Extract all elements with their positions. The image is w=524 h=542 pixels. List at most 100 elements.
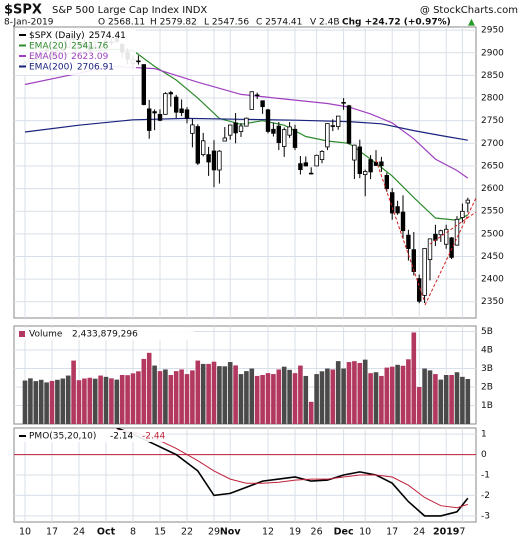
x-tick-label: 29 [208,527,220,538]
volume-bar [433,374,438,424]
volume-bar [163,369,168,424]
volume-bar [352,361,357,424]
volume-bar [443,375,449,424]
candle-body [233,122,238,134]
legend-name: EMA(50) [29,52,67,62]
volume-bar [114,379,120,424]
volume-bar [460,376,465,424]
y-tick-label: -2 [481,491,490,501]
candle-body [200,140,206,156]
candle-body [357,146,362,174]
volume-bar [271,374,276,424]
y-tick-label: 1 [481,430,487,440]
candle-body [314,154,319,167]
x-tick-label: 24 [413,527,425,538]
candle-body [422,248,427,296]
candle-body [254,94,260,97]
candle-body [146,108,152,131]
candle-body [168,92,173,95]
candle-body [287,126,292,136]
legend-value: 2706.91 [77,62,114,72]
volume-bar [357,362,363,424]
volume-bar [281,366,287,424]
y-tick-label: 2400 [481,275,504,285]
x-tick-label: 19 [289,527,301,538]
x-tick-label: Nov [220,527,241,538]
candle-body [238,125,244,132]
y-tick-label: 2800 [481,94,504,104]
candle-body [271,128,276,134]
header-stat: L 2547.56 [204,18,249,28]
candle-body [384,175,389,189]
volume-bar [109,378,114,424]
volume-bar [44,382,49,424]
x-tick-label: 17 [386,527,398,538]
candle-body [460,210,465,218]
candle-body [400,211,406,232]
y-tick-label: 2550 [481,207,504,217]
y-tick-label: -1 [481,471,490,481]
volume-bar [314,374,319,424]
legend-box [16,328,194,340]
trend-line [429,211,476,245]
header-stat: C 2574.41 [256,18,302,28]
volume-bar [373,372,379,424]
x-tick-label: 12 [262,527,274,538]
volume-bar [49,380,55,424]
volume-bar [130,373,136,424]
candle-body [303,162,308,167]
volume-bar [238,374,244,424]
volume-bar [341,368,346,424]
volume-bar [184,374,190,424]
candle-body [406,234,411,249]
volume-bar [335,361,341,424]
volume-bar [406,359,411,424]
line [24,117,468,141]
y-tick-label: 2850 [481,71,504,81]
source: @ StockCharts.com [420,5,518,16]
candle-body [330,125,335,127]
volume-bar [346,362,352,424]
legend-value: 2541.76 [71,41,108,51]
volume-bar [217,366,222,424]
y-tick-label: 2B [481,383,493,393]
volume-bar [55,379,60,424]
candle-body [335,115,341,127]
x-tick-label: Dec [334,527,354,538]
x-tick-label: 2019 [433,527,459,538]
volume-bar [136,371,141,424]
line [116,428,469,517]
volume-bar [82,378,87,424]
volume-bar [38,379,44,424]
volume-bar [449,375,454,424]
volume-bar [76,380,82,424]
candle-body [141,64,146,105]
volume-bar [400,365,406,424]
candle-body [173,96,179,113]
volume-bar [33,381,39,424]
x-tick-label: 15 [154,527,166,538]
volume-bar [244,371,249,424]
y-tick-label: 5B [481,327,493,337]
volume-bar [362,359,368,424]
volume-bar [152,365,157,424]
volume-bar [427,370,433,424]
legend-box [16,430,166,442]
volume-bar [384,367,390,424]
candle-body [379,161,384,167]
volume-bar [319,371,325,424]
volume-bar [438,379,444,424]
legend-name: EMA(200) [29,62,73,72]
x-tick-label: 10 [359,527,371,538]
volume-bar [298,365,303,424]
candle-body [454,218,460,246]
volume-bar [60,378,66,424]
candle-body [249,91,254,110]
y-tick-label: 2600 [481,184,504,194]
volume-bar [287,369,292,424]
volume-bar [222,366,228,424]
y-tick-label: 2700 [481,139,504,149]
y-tick-label: 2500 [481,229,504,239]
legend-box [16,29,136,75]
